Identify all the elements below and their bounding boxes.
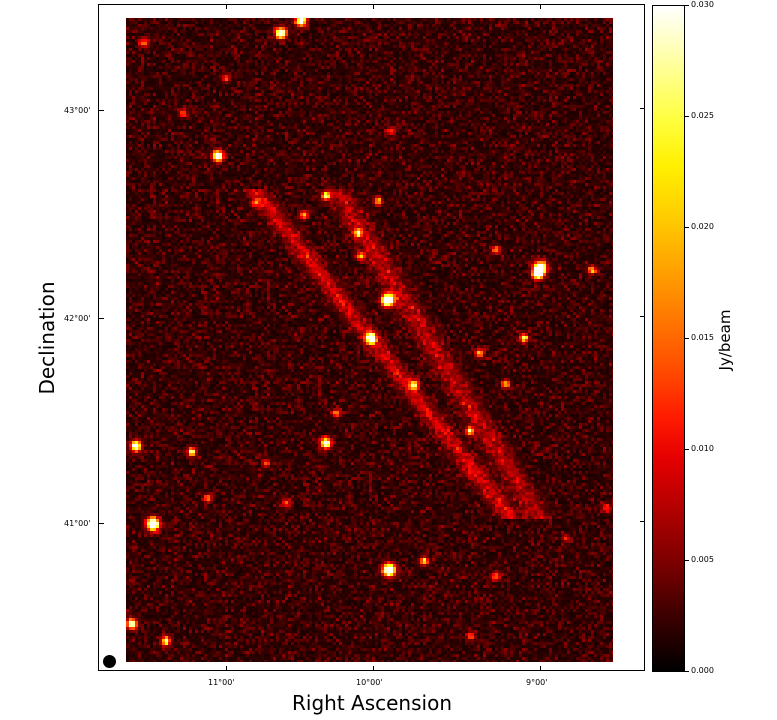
colorbar-title: Jy/beam: [716, 309, 734, 371]
top-tick-ra-10h: [373, 5, 374, 9]
colorbar: [652, 5, 685, 672]
y-axis-title: Declination: [35, 281, 59, 395]
y-tick-41: [99, 523, 104, 524]
colorbar-tick-label: 0.025: [691, 111, 714, 120]
colorbar-tick: [685, 116, 689, 117]
colorbar-tick: [685, 338, 689, 339]
colorbar-tick-label: 0.010: [691, 444, 714, 453]
image-axes-frame: [98, 4, 645, 671]
x-tick-10h: [373, 666, 374, 671]
x-tick-label: 9°00': [526, 678, 548, 687]
right-tick-dec-43: [640, 108, 644, 109]
x-tick-11h: [226, 666, 227, 671]
colorbar-tick-label: 0.030: [691, 0, 714, 9]
y-tick-43: [99, 110, 104, 111]
colorbar-tick: [685, 227, 689, 228]
x-tick-9h: [540, 666, 541, 671]
y-tick-label: 43°00': [64, 106, 91, 115]
x-tick-label: 11°00': [208, 678, 235, 687]
y-tick-label: 42°00': [64, 314, 91, 323]
beam-size-marker: [103, 655, 116, 668]
colorbar-tick: [685, 560, 689, 561]
right-tick-dec-42: [640, 316, 644, 317]
right-tick-dec-41: [640, 521, 644, 522]
colorbar-tick-label: 0.000: [691, 666, 714, 675]
colorbar-tick-label: 0.005: [691, 555, 714, 564]
radio-intensity-map: [126, 18, 613, 662]
colorbar-tick: [685, 5, 689, 6]
y-tick-42: [99, 318, 104, 319]
colorbar-tick: [685, 671, 689, 672]
top-tick-ra-11h: [226, 5, 227, 9]
radio-continuum-image: [126, 18, 613, 662]
x-tick-label: 10°00': [356, 678, 383, 687]
y-tick-label: 41°00': [64, 519, 91, 528]
top-tick-ra-9h: [540, 5, 541, 9]
colorbar-tick-label: 0.020: [691, 222, 714, 231]
colorbar-tick: [685, 449, 689, 450]
colorbar-tick-label: 0.015: [691, 333, 714, 342]
x-axis-title: Right Ascension: [292, 691, 452, 715]
